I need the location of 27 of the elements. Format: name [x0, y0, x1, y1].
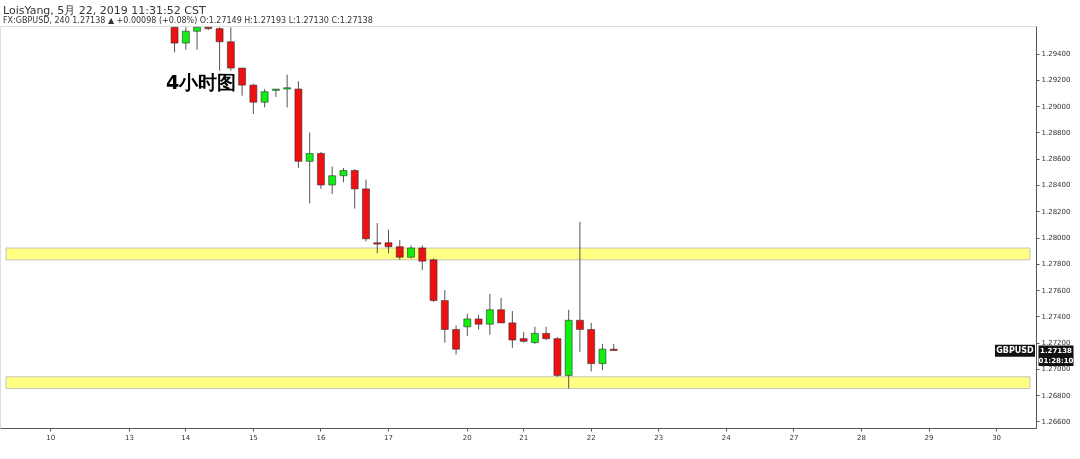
candlestick	[373, 222, 382, 254]
candlestick	[486, 293, 494, 336]
candlestick	[305, 131, 314, 204]
candlestick	[260, 88, 269, 108]
candlestick	[395, 239, 404, 261]
candlestick	[452, 325, 460, 355]
candlestick	[328, 166, 336, 195]
candlestick	[283, 74, 291, 108]
candlestick	[497, 297, 505, 324]
candlestick	[463, 313, 472, 337]
candlestick	[418, 244, 427, 271]
candlestick	[350, 168, 359, 210]
candlestick	[249, 83, 258, 115]
annotation: 4小时图	[166, 71, 237, 93]
candlestick	[508, 310, 517, 349]
candlestick	[170, 26, 179, 53]
chart-subtitle: FX:GBPUSD, 240 1.27138 ▲ +0.00098 (+0.08%) O:1.27149 H:1.27193 L:1.27130 C:1.27138	[3, 16, 373, 25]
annotation: GBPUSD	[996, 345, 1035, 355]
chart-title: LoisYang, 5月 22, 2019 11:31:52 CST	[3, 4, 206, 17]
candlestick	[182, 26, 190, 51]
candlestick	[193, 26, 201, 51]
candlestick	[576, 221, 584, 353]
candlestick	[384, 229, 393, 254]
candlestick	[215, 26, 224, 72]
candlestick	[238, 67, 246, 97]
candlestick	[598, 343, 607, 371]
candlestick	[272, 88, 280, 98]
